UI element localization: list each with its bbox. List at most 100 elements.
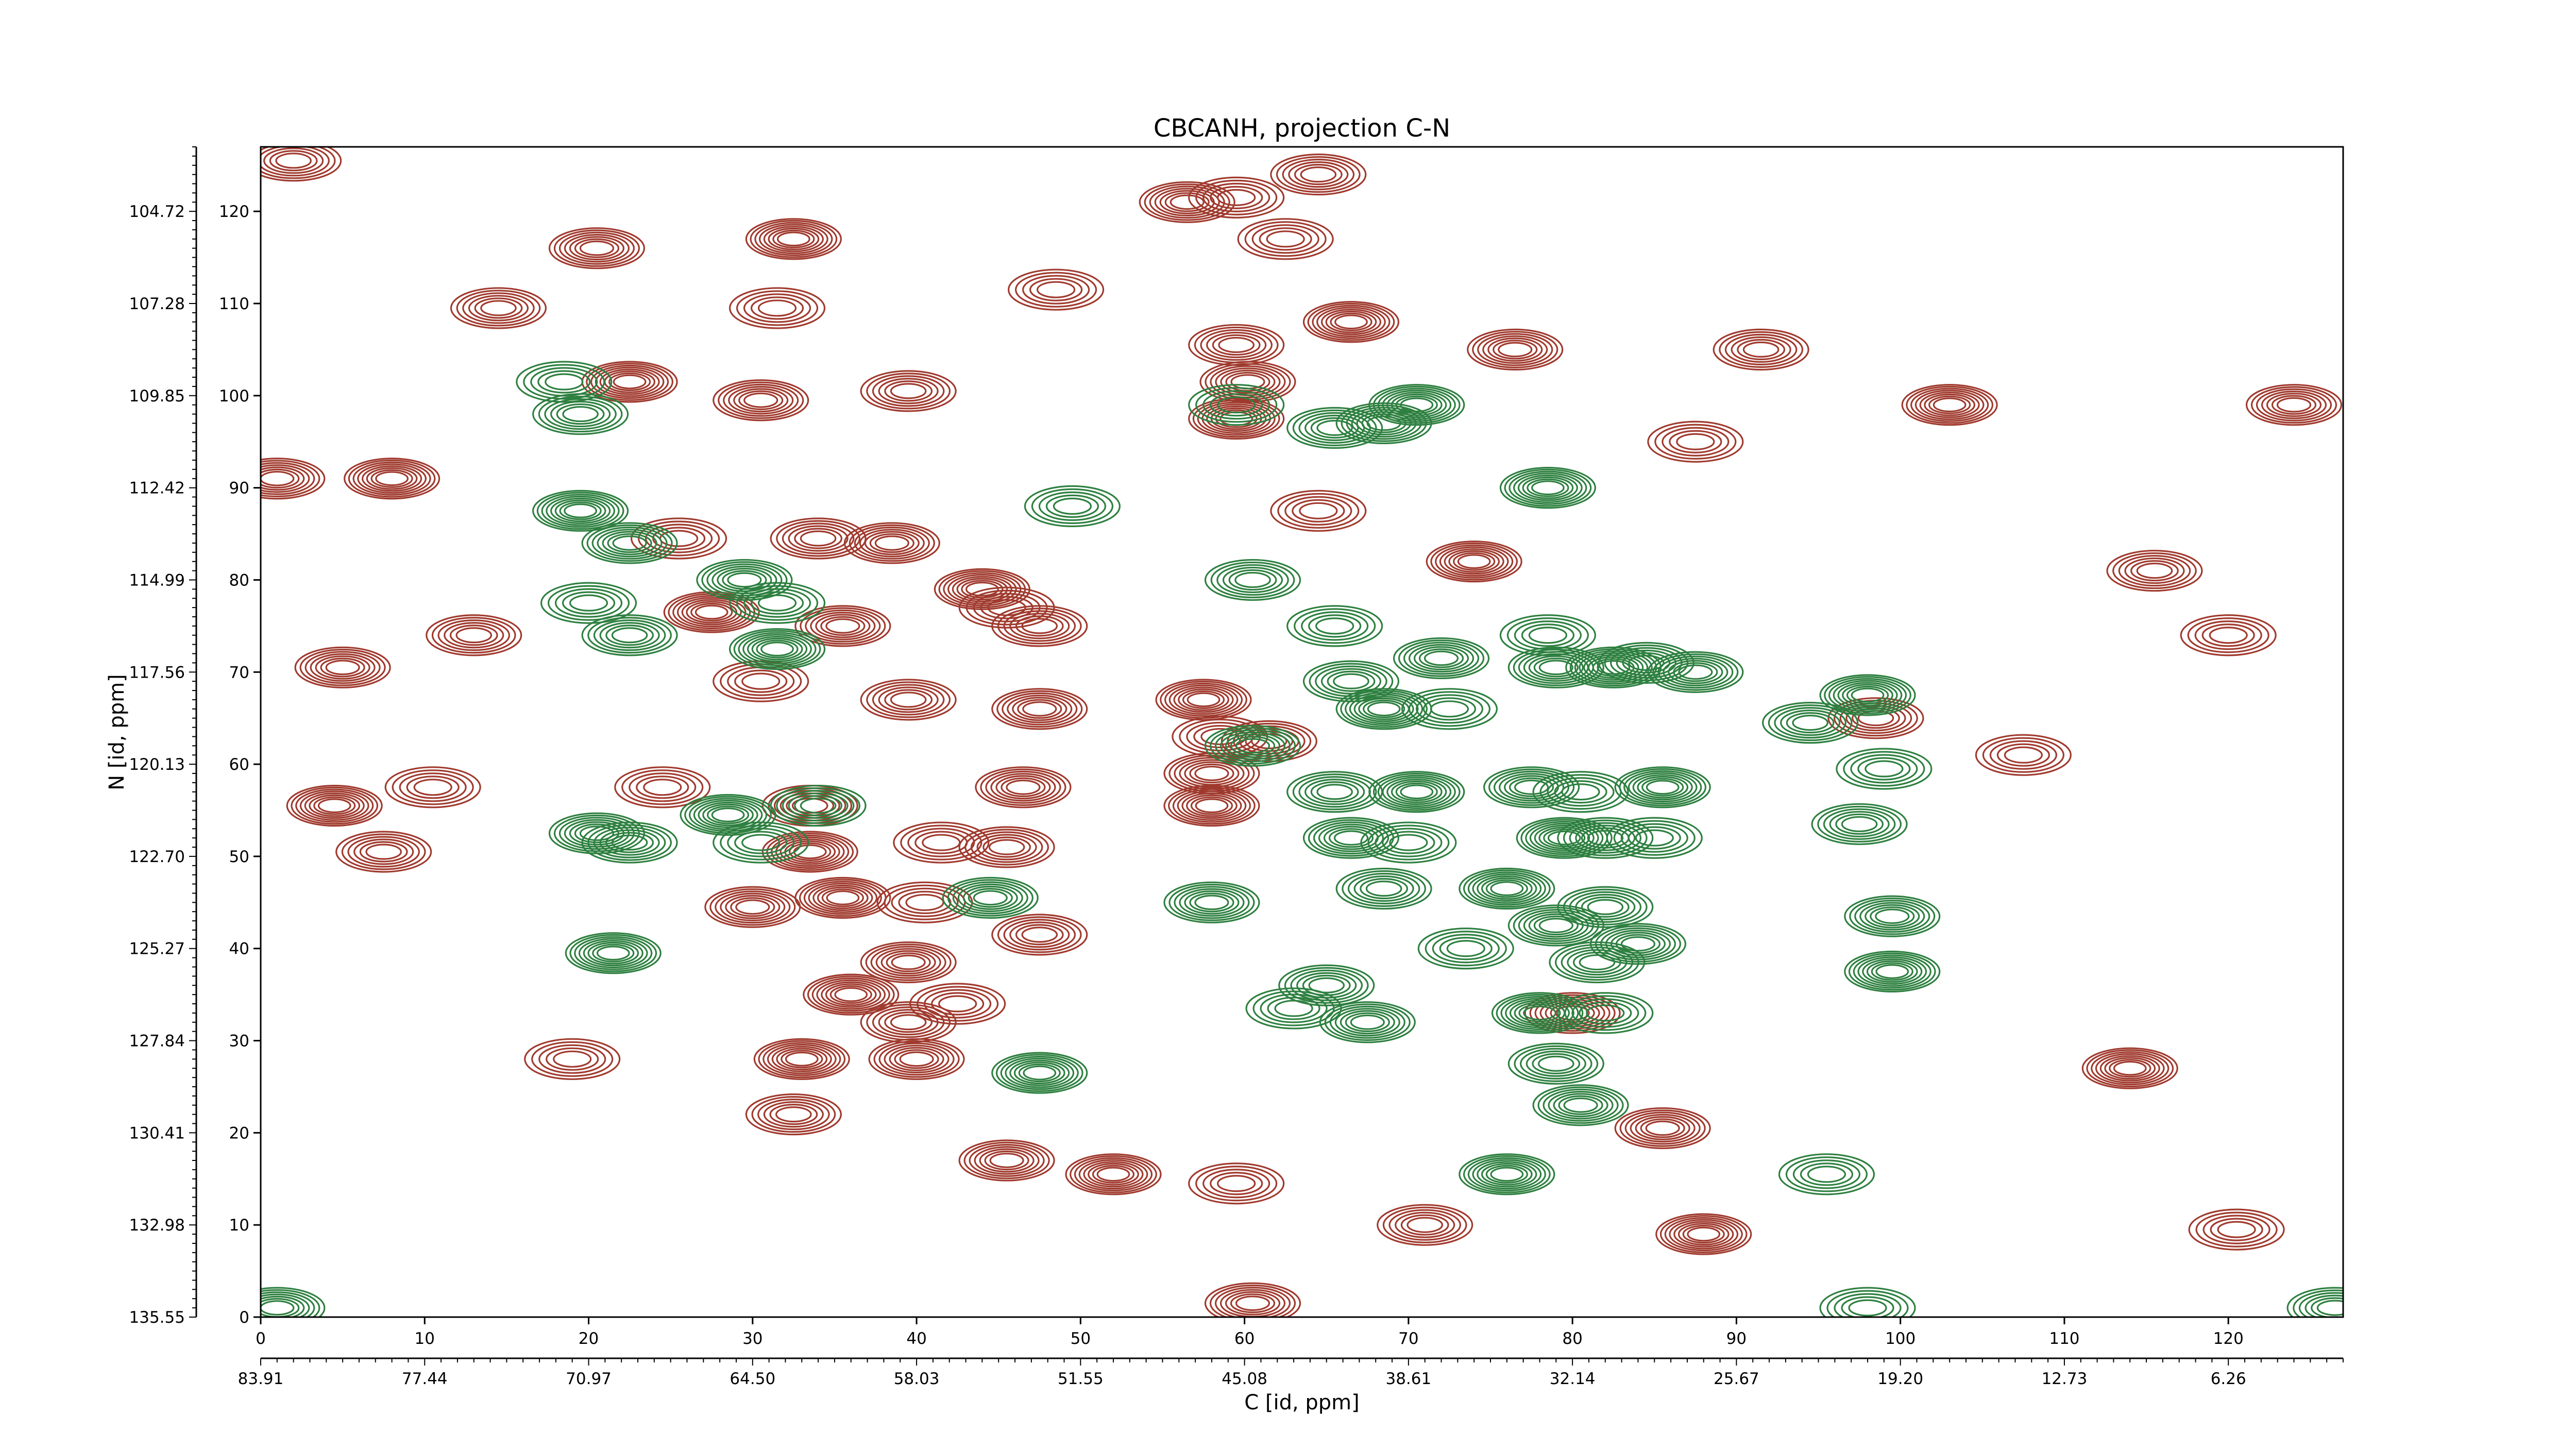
negative-contour-ring bbox=[1595, 925, 1682, 963]
negative-contour-ring bbox=[1216, 564, 1289, 596]
positive-contour-ring bbox=[991, 605, 1088, 647]
positive-contour-ring bbox=[1217, 1175, 1256, 1192]
positive-peak bbox=[1270, 154, 1367, 196]
negative-contour-ring bbox=[757, 594, 797, 612]
positive-peak bbox=[426, 614, 522, 656]
negative-contour-ring bbox=[261, 1289, 320, 1317]
negative-contour-ring bbox=[1340, 1010, 1395, 1035]
positive-contour-ring bbox=[590, 364, 669, 399]
negative-contour-ring bbox=[962, 885, 1018, 910]
positive-peak bbox=[975, 766, 1072, 808]
negative-contour-ring bbox=[1304, 779, 1365, 805]
negative-contour-ring bbox=[1195, 387, 1278, 423]
positive-contour-ring bbox=[352, 461, 431, 496]
positive-contour-ring bbox=[785, 1051, 819, 1067]
negative-contour-ring bbox=[1234, 571, 1271, 588]
negative-contour-ring bbox=[1579, 1001, 1632, 1025]
negative-contour-ring bbox=[562, 406, 599, 423]
positive-contour-ring bbox=[720, 892, 786, 921]
negative-contour-ring bbox=[1463, 869, 1551, 908]
negative-contour-ring bbox=[1537, 1086, 1624, 1124]
positive-contour-ring bbox=[558, 231, 635, 265]
negative-contour-ring bbox=[702, 803, 754, 827]
positive-contour-ring bbox=[431, 617, 516, 654]
positive-contour-ring bbox=[426, 614, 522, 656]
x-index-tick-label: 100 bbox=[1885, 1329, 1916, 1348]
positive-contour-ring bbox=[997, 608, 1082, 645]
positive-peak bbox=[1647, 420, 1744, 463]
negative-contour-ring bbox=[733, 630, 821, 668]
negative-contour-ring bbox=[562, 591, 616, 615]
positive-contour-ring bbox=[261, 466, 305, 491]
positive-contour-ring bbox=[1206, 331, 1267, 359]
positive-contour-ring bbox=[909, 983, 1006, 1025]
y-index-tick-label: 20 bbox=[229, 1124, 249, 1142]
negative-contour-ring bbox=[760, 642, 794, 656]
y-index-tick-label: 0 bbox=[239, 1308, 249, 1327]
negative-contour-ring bbox=[1615, 934, 1661, 954]
negative-contour-ring bbox=[1547, 830, 1581, 846]
positive-contour-ring bbox=[261, 462, 315, 495]
positive-contour-ring bbox=[294, 646, 391, 688]
positive-contour-ring bbox=[2095, 1053, 2165, 1084]
negative-contour-ring bbox=[1762, 702, 1859, 744]
positive-contour-ring bbox=[1288, 161, 1349, 188]
positive-contour-ring bbox=[884, 1044, 950, 1074]
negative-contour-ring bbox=[532, 490, 629, 532]
negative-contour-ring bbox=[1393, 637, 1490, 680]
negative-contour-ring bbox=[1490, 881, 1524, 896]
y-index-tick-label: 90 bbox=[229, 479, 249, 498]
positive-contour-ring bbox=[643, 779, 682, 796]
positive-contour-ring bbox=[741, 672, 781, 690]
positive-contour-ring bbox=[1188, 397, 1285, 440]
negative-contour-ring bbox=[1308, 614, 1362, 638]
positive-contour-ring bbox=[821, 888, 864, 907]
negative-contour-ring bbox=[541, 494, 620, 528]
positive-contour-ring bbox=[1194, 766, 1229, 781]
positive-contour-ring bbox=[315, 655, 370, 680]
negative-contour-ring bbox=[1865, 904, 1920, 929]
y-axis-label: N [id, ppm] bbox=[105, 674, 129, 790]
positive-contour-ring bbox=[1277, 493, 1360, 529]
positive-contour-ring bbox=[745, 1093, 842, 1136]
negative-contour-ring bbox=[536, 492, 624, 530]
negative-contour-ring bbox=[2293, 1289, 2343, 1317]
negative-contour-ring bbox=[1372, 772, 1461, 811]
negative-contour-ring bbox=[1834, 1293, 1902, 1317]
positive-contour-ring bbox=[1284, 496, 1352, 526]
positive-contour-ring bbox=[1901, 384, 1998, 426]
negative-peak bbox=[548, 812, 646, 854]
positive-contour-ring bbox=[771, 834, 850, 869]
negative-contour-ring bbox=[1485, 1165, 1528, 1184]
negative-contour-ring bbox=[564, 503, 598, 518]
positive-contour-ring bbox=[630, 517, 727, 560]
negative-contour-ring bbox=[1587, 899, 1624, 915]
negative-contour-ring bbox=[1184, 890, 1240, 915]
positive-contour-ring bbox=[800, 530, 837, 547]
negative-contour-ring bbox=[1581, 896, 1630, 918]
negative-contour-ring bbox=[1819, 1287, 1916, 1317]
positive-contour-ring bbox=[808, 882, 878, 913]
positive-contour-ring bbox=[1006, 779, 1041, 795]
negative-contour-ring bbox=[1811, 803, 1908, 845]
y-ppm-tick-label: 114.99 bbox=[129, 571, 185, 589]
negative-contour-ring bbox=[1210, 561, 1295, 599]
positive-contour-ring bbox=[781, 1050, 823, 1069]
positive-contour-ring bbox=[690, 602, 733, 622]
negative-contour-ring bbox=[1423, 650, 1459, 666]
positive-contour-ring bbox=[595, 366, 665, 397]
positive-peak bbox=[745, 1093, 842, 1136]
positive-contour-ring bbox=[1299, 502, 1338, 519]
positive-peak bbox=[524, 1038, 621, 1080]
positive-contour-ring bbox=[890, 383, 927, 399]
positive-contour-ring bbox=[794, 877, 891, 919]
positive-contour-ring bbox=[1187, 692, 1221, 707]
positive-peak bbox=[803, 973, 900, 1016]
positive-contour-ring bbox=[2124, 557, 2185, 584]
positive-contour-ring bbox=[770, 517, 867, 560]
negative-contour-ring bbox=[550, 400, 611, 428]
negative-contour-ring bbox=[1340, 689, 1428, 728]
positive-peak bbox=[704, 886, 801, 928]
positive-contour-ring bbox=[1635, 1116, 1690, 1140]
positive-contour-ring bbox=[269, 150, 318, 172]
